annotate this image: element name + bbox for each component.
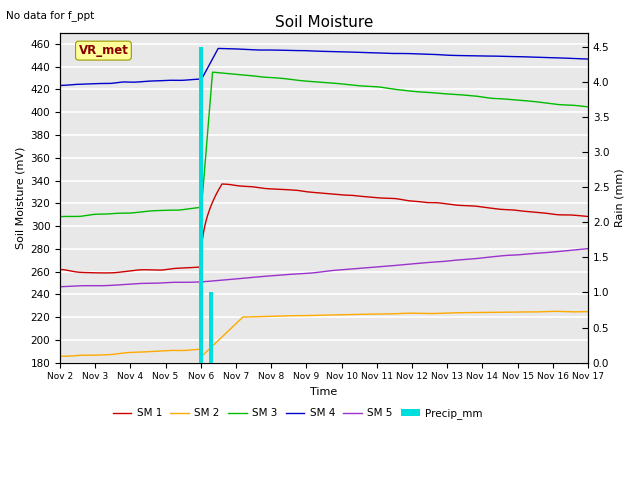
Line: SM 4: SM 4 (60, 48, 588, 85)
SM 4 (584, 56, 592, 62)
SM 1 (97, 270, 105, 276)
SM 2 (584, 309, 592, 314)
SM 5 (301, 271, 308, 276)
SM 4 (118, 79, 126, 85)
SM 2 (550, 309, 557, 314)
Line: SM 3: SM 3 (60, 72, 588, 216)
SM 2 (280, 313, 288, 319)
SM 4 (301, 48, 308, 54)
SM 3 (118, 210, 126, 216)
SM 5 (118, 282, 126, 288)
SM 2 (357, 312, 365, 317)
SM 3 (357, 83, 365, 89)
Text: No data for f_ppt: No data for f_ppt (6, 10, 95, 21)
SM 4 (56, 83, 64, 88)
SM 1 (119, 269, 127, 275)
Line: SM 2: SM 2 (60, 312, 588, 357)
SM 1 (56, 266, 64, 272)
SM 2 (118, 350, 126, 356)
X-axis label: Time: Time (310, 387, 338, 397)
Text: VR_met: VR_met (79, 44, 129, 57)
SM 5 (584, 246, 592, 252)
SM 5 (97, 283, 105, 288)
SM 5 (356, 265, 364, 271)
SM 2 (301, 313, 308, 319)
SM 4 (280, 48, 288, 53)
SM 5 (56, 284, 64, 289)
SM 3 (97, 211, 105, 217)
SM 3 (301, 78, 308, 84)
SM 4 (291, 48, 299, 53)
SM 2 (197, 354, 205, 360)
SM 1 (102, 270, 109, 276)
Y-axis label: Soil Moisture (mV): Soil Moisture (mV) (15, 146, 25, 249)
SM 1 (301, 189, 309, 194)
SM 1 (357, 193, 365, 199)
Y-axis label: Rain (mm): Rain (mm) (615, 168, 625, 227)
SM 4 (357, 49, 365, 55)
SM 3 (584, 104, 592, 110)
SM 4 (214, 46, 222, 51)
Bar (209, 292, 214, 363)
SM 2 (291, 313, 299, 319)
Bar (596, 331, 600, 363)
SM 3 (56, 214, 64, 219)
SM 1 (218, 181, 226, 187)
SM 3 (291, 77, 299, 83)
SM 4 (97, 81, 105, 86)
SM 1 (292, 187, 300, 193)
SM 2 (97, 352, 105, 358)
SM 5 (291, 271, 299, 277)
Line: SM 5: SM 5 (60, 249, 588, 287)
Legend: SM 1, SM 2, SM 3, SM 4, SM 5, Precip_mm: SM 1, SM 2, SM 3, SM 4, SM 5, Precip_mm (109, 404, 486, 423)
Title: Soil Moisture: Soil Moisture (275, 15, 373, 30)
SM 1 (584, 214, 592, 219)
Line: SM 1: SM 1 (60, 184, 588, 273)
SM 5 (280, 272, 288, 277)
SM 2 (56, 353, 64, 359)
SM 3 (280, 76, 288, 82)
Bar (604, 345, 607, 363)
Bar (198, 47, 203, 363)
SM 3 (209, 69, 217, 75)
SM 1 (281, 187, 289, 192)
